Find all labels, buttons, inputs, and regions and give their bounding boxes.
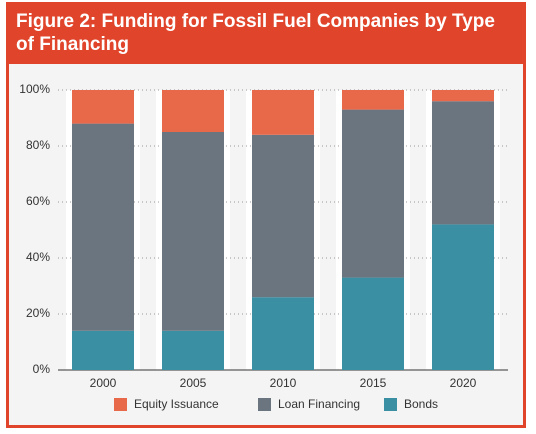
y-tick-label: 60%: [26, 194, 50, 208]
legend-swatch: [114, 398, 127, 411]
bar-segment: [432, 101, 494, 225]
legend-label: Bonds: [404, 397, 438, 411]
bar-segment: [72, 123, 134, 331]
legend-swatch: [384, 398, 397, 411]
bar-segment: [342, 90, 404, 110]
x-tick-label: 2005: [180, 376, 207, 390]
bar-segment: [342, 277, 404, 370]
x-tick-label: 2010: [270, 376, 297, 390]
y-tick-label: 80%: [26, 138, 50, 152]
bar-segment: [162, 132, 224, 331]
x-tick-label: 2000: [90, 376, 117, 390]
bar-segment: [252, 297, 314, 370]
bar-segment: [432, 224, 494, 370]
chart-title: Figure 2: Funding for Fossil Fuel Compan…: [6, 2, 526, 64]
legend-label: Loan Financing: [278, 397, 360, 411]
x-tick-label: 2020: [450, 376, 477, 390]
y-tick-label: 100%: [19, 82, 50, 96]
y-tick-label: 20%: [26, 306, 50, 320]
bar-segment: [252, 134, 314, 298]
bar-segment: [162, 90, 224, 132]
bar-segment: [72, 90, 134, 124]
legend-label: Equity Issuance: [134, 397, 219, 411]
bar-segment: [72, 330, 134, 370]
legend-swatch: [258, 398, 271, 411]
x-tick-label: 2015: [360, 376, 387, 390]
bar-segment: [432, 90, 494, 102]
bar-segment: [342, 109, 404, 278]
bar-segment: [162, 330, 224, 370]
y-tick-label: 40%: [26, 250, 50, 264]
y-tick-label: 0%: [33, 362, 51, 376]
bar-segment: [252, 90, 314, 135]
